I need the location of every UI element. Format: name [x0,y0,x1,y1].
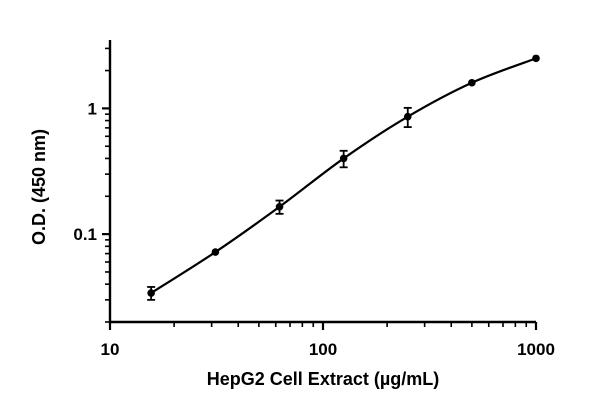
x-tick-label: 10 [101,340,120,359]
y-tick-label: 1 [88,99,97,118]
data-point [403,112,412,121]
fit-curve [150,57,537,294]
data-point [468,78,476,87]
data-point [532,54,540,63]
data-point [275,202,284,211]
data-point [211,248,220,256]
x-tick-label: 100 [309,340,337,359]
data-point [339,154,348,163]
x-axis-title: HepG2 Cell Extract (µg/mL) [207,369,439,389]
y-axis-title: O.D. (450 nm) [29,129,49,245]
data-point [147,289,155,297]
y-tick-label: 0.1 [73,225,97,244]
x-tick-label: 1000 [517,340,555,359]
plot-area: 10 100 1000 0.1 1 [73,40,555,359]
